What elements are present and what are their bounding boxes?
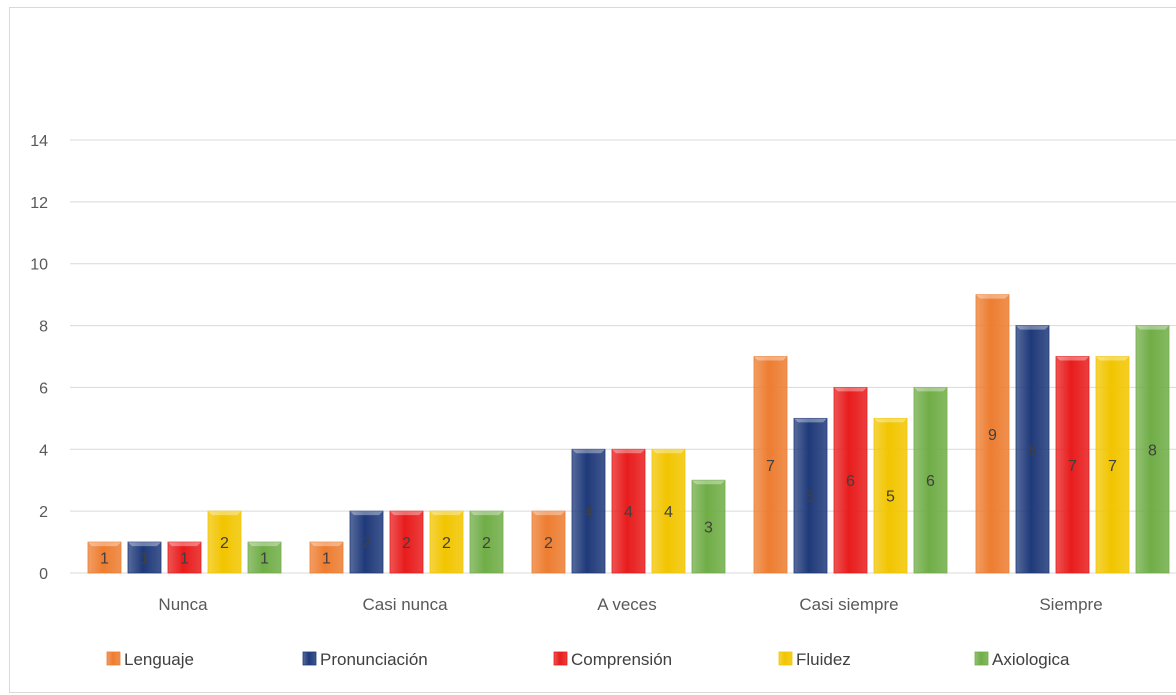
data-label: 1	[140, 551, 149, 568]
bar-bevel	[652, 449, 685, 454]
data-label: 2	[482, 535, 491, 552]
bar-comprensión-0	[167, 541, 202, 574]
bar-pronunciación-3	[793, 417, 828, 574]
bar-bevel	[612, 449, 645, 454]
bar-fluidez-0	[207, 510, 242, 574]
bar-bevel	[692, 480, 725, 485]
bar-lenguaje-3	[753, 356, 788, 574]
bar-bevel	[350, 511, 383, 516]
data-label: 8	[1028, 442, 1037, 459]
data-label: 4	[664, 504, 673, 521]
legend-swatch	[778, 651, 793, 666]
data-label: 9	[988, 427, 997, 444]
data-label: 6	[846, 473, 855, 490]
bar-bevel	[470, 511, 503, 516]
data-label: 7	[1108, 458, 1117, 475]
bar-bevel	[310, 542, 343, 547]
y-tick-label: 12	[30, 195, 48, 212]
y-tick-label: 2	[39, 504, 48, 521]
bar-bevel	[572, 449, 605, 454]
legend-label: Pronunciación	[320, 650, 428, 669]
bar-axiologica-0	[247, 541, 282, 574]
bar-fluidez-2	[651, 448, 686, 574]
bar-bevel	[1096, 356, 1129, 361]
x-category-label: Nunca	[158, 595, 208, 614]
data-label: 3	[704, 520, 713, 537]
bar-fluidez-3	[873, 417, 908, 574]
data-label: 1	[260, 551, 269, 568]
bar-bevel	[976, 294, 1009, 299]
bar-lenguaje-1	[309, 541, 344, 574]
bar-bevel	[754, 356, 787, 361]
data-label: 1	[322, 551, 331, 568]
bar-lenguaje-4	[975, 294, 1010, 574]
legend-swatch	[302, 651, 317, 666]
bar-bevel	[1016, 325, 1049, 330]
y-tick-label: 0	[39, 566, 48, 583]
x-category-label: Casi nunca	[362, 595, 448, 614]
bar-axiologica-2	[691, 479, 726, 574]
legend-label: Lenguaje	[124, 650, 194, 669]
bar-bevel	[834, 387, 867, 392]
y-tick-label: 10	[30, 257, 48, 274]
y-tick-label: 8	[39, 319, 48, 336]
bar-bevel	[1056, 356, 1089, 361]
data-label: 8	[1148, 442, 1157, 459]
bar-axiologica-3	[913, 387, 948, 574]
data-label: 4	[624, 504, 633, 521]
bar-pronunciación-2	[571, 448, 606, 574]
bar-axiologica-4	[1135, 325, 1170, 574]
x-category-label: Casi siempre	[799, 595, 898, 614]
y-tick-label: 6	[39, 380, 48, 397]
bar-fluidez-4	[1095, 356, 1130, 574]
bar-axiologica-1	[469, 510, 504, 574]
x-category-label: A veces	[597, 595, 657, 614]
bar-bevel	[88, 542, 121, 547]
bar-comprensión-1	[389, 510, 424, 574]
bar-lenguaje-2	[531, 510, 566, 574]
bar-bevel	[532, 511, 565, 516]
bar-pronunciación-1	[349, 510, 384, 574]
data-label: 2	[362, 535, 371, 552]
data-label: 2	[544, 535, 553, 552]
bar-fluidez-1	[429, 510, 464, 574]
bar-bevel	[874, 418, 907, 423]
legend-label: Axiologica	[992, 650, 1070, 669]
legend-label: Comprensión	[571, 650, 672, 669]
legend-swatch	[974, 651, 989, 666]
data-label: 7	[766, 458, 775, 475]
bar-pronunciación-0	[127, 541, 162, 574]
bar-comprensión-2	[611, 448, 646, 574]
legend-label: Fluidez	[796, 650, 851, 669]
bar-comprensión-4	[1055, 356, 1090, 574]
data-label: 2	[220, 535, 229, 552]
data-label: 1	[100, 551, 109, 568]
data-label: 4	[584, 504, 593, 521]
data-label: 1	[180, 551, 189, 568]
bar-pronunciación-4	[1015, 325, 1050, 574]
data-label: 5	[806, 489, 815, 506]
bar-bevel	[128, 542, 161, 547]
bar-bevel	[390, 511, 423, 516]
bar-comprensión-3	[833, 387, 868, 574]
x-category-label: Siempre	[1039, 595, 1102, 614]
bar-bevel	[430, 511, 463, 516]
bar-bevel	[248, 542, 281, 547]
data-label: 5	[886, 489, 895, 506]
bar-bevel	[794, 418, 827, 423]
bar-bevel	[168, 542, 201, 547]
bar-bevel	[914, 387, 947, 392]
bar-lenguaje-0	[87, 541, 122, 574]
bar-bevel	[208, 511, 241, 516]
data-label: 2	[402, 535, 411, 552]
legend-swatch	[553, 651, 568, 666]
bar-bevel	[1136, 325, 1169, 330]
y-tick-label: 4	[39, 442, 48, 459]
data-label: 6	[926, 473, 935, 490]
data-label: 2	[442, 535, 451, 552]
legend-swatch	[106, 651, 121, 666]
y-tick-label: 14	[30, 133, 48, 150]
data-label: 7	[1068, 458, 1077, 475]
